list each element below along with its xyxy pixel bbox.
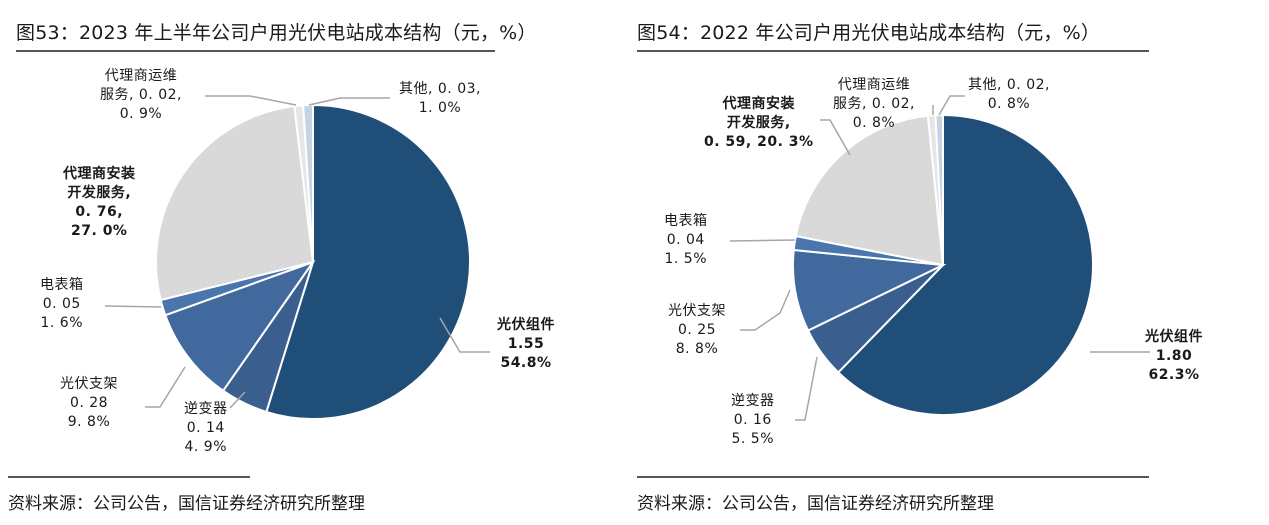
label-om-service: 代理商运维 服务, 0. 02, 0. 8% bbox=[833, 76, 915, 133]
label-value: 0. 28 bbox=[69, 395, 109, 411]
label-percent: 27. 0% bbox=[71, 223, 128, 239]
label-percent: 9. 8% bbox=[67, 414, 111, 430]
label-percent: 4. 9% bbox=[184, 439, 228, 455]
pie-slice-2 bbox=[164, 259, 316, 393]
label-value: 1.80 bbox=[1155, 348, 1193, 364]
label-percent: 62.3% bbox=[1148, 367, 1200, 383]
pie-slice-6 bbox=[302, 103, 314, 263]
label-value: 服务, 0. 02, bbox=[833, 96, 915, 112]
leader-line-5 bbox=[205, 95, 297, 106]
source-note: 资料来源：公司公告，国信证券经济研究所整理 bbox=[637, 494, 994, 514]
pie-slice-0 bbox=[836, 113, 1094, 416]
label-value: 1.55 bbox=[507, 336, 545, 352]
label-name: 光伏支架 bbox=[60, 376, 118, 392]
label-value: 0. 16 bbox=[733, 412, 772, 428]
label-bracket: 光伏支架 0. 25 8. 8% bbox=[668, 302, 726, 359]
label-meter: 电表箱 0. 05 1. 6% bbox=[40, 276, 84, 333]
chart-panel-2022: 图54：2022 年公司户用光伏电站成本结构（元，%） 光伏组件 1.80 62… bbox=[630, 0, 1269, 525]
label-percent: 8. 8% bbox=[675, 341, 719, 357]
label-percent: 1. 0% bbox=[418, 100, 462, 116]
leader-line-4 bbox=[820, 119, 851, 156]
label-bracket: 光伏支架 0. 28 9. 8% bbox=[60, 375, 118, 432]
leader-line-6 bbox=[308, 97, 390, 106]
source-divider bbox=[637, 476, 1149, 478]
label-name-line1: 代理商运维 bbox=[837, 77, 911, 93]
leader-line-3 bbox=[104, 305, 162, 308]
label-name: 电表箱 bbox=[664, 213, 708, 229]
label-inverter: 逆变器 0. 14 4. 9% bbox=[184, 400, 228, 457]
leader-line-2 bbox=[740, 289, 791, 331]
label-value: 0. 14 bbox=[186, 420, 225, 436]
label-name: 光伏支架 bbox=[668, 303, 726, 319]
label-value: 服务, 0. 02, bbox=[100, 87, 182, 103]
pie-chart-2023h1 bbox=[104, 95, 490, 420]
label-percent: 54.8% bbox=[500, 355, 552, 371]
label-percent: 0. 8% bbox=[852, 115, 896, 131]
label-modules: 光伏组件 1.55 54.8% bbox=[497, 316, 555, 373]
label-value: 0. 04 bbox=[666, 232, 705, 248]
label-name-value: 其他, 0. 02, bbox=[968, 77, 1050, 93]
label-name: 光伏组件 bbox=[1145, 329, 1203, 345]
label-value: 0. 25 bbox=[677, 322, 717, 338]
label-name: 光伏组件 bbox=[497, 317, 555, 333]
label-percent: 0. 8% bbox=[987, 96, 1031, 112]
label-other: 其他, 0. 02, 0. 8% bbox=[968, 76, 1050, 114]
label-meter: 电表箱 0. 04 1. 5% bbox=[664, 212, 708, 269]
label-install-service: 代理商安装 开发服务, 0. 76, 27. 0% bbox=[63, 165, 136, 241]
label-name: 电表箱 bbox=[40, 277, 84, 293]
leader-line-0 bbox=[439, 317, 490, 353]
label-other: 其他, 0. 03, 1. 0% bbox=[399, 80, 481, 118]
pie-slice-0 bbox=[265, 103, 471, 420]
chart-title: 图53：2023 年上半年公司户用光伏电站成本结构（元，%） bbox=[16, 22, 537, 44]
leader-line-2 bbox=[145, 366, 186, 408]
pie-slice-4 bbox=[794, 114, 945, 267]
chart-panel-2023h1: 图53：2023 年上半年公司户用光伏电站成本结构（元，%） 光伏组件 1.55… bbox=[0, 0, 630, 525]
label-percent: 0. 9% bbox=[119, 106, 163, 122]
label-value-percent: 0. 59, 20. 3% bbox=[704, 134, 814, 150]
pie-slice-2 bbox=[792, 248, 947, 332]
title-divider bbox=[16, 50, 495, 52]
label-percent: 1. 6% bbox=[40, 315, 84, 331]
pie-slice-4 bbox=[155, 105, 315, 302]
label-name-line1: 代理商运维 bbox=[104, 68, 178, 84]
label-value: 0. 05 bbox=[42, 296, 81, 312]
pie-chart-2022 bbox=[729, 95, 1150, 421]
label-name-line2: 开发服务, bbox=[726, 115, 791, 131]
chart-title: 图54：2022 年公司户用光伏电站成本结构（元，%） bbox=[637, 22, 1101, 44]
title-divider bbox=[637, 50, 1149, 52]
leader-line-6 bbox=[938, 95, 965, 116]
label-name-line2: 开发服务, bbox=[67, 185, 132, 201]
label-name-value: 其他, 0. 03, bbox=[399, 81, 481, 97]
label-percent: 1. 5% bbox=[664, 251, 708, 267]
label-name-line1: 代理商安装 bbox=[722, 96, 796, 112]
label-inverter: 逆变器 0. 16 5. 5% bbox=[731, 392, 775, 449]
label-name: 逆变器 bbox=[731, 393, 775, 409]
label-modules: 光伏组件 1.80 62.3% bbox=[1145, 328, 1203, 385]
leader-line-3 bbox=[729, 239, 796, 242]
label-om-service: 代理商运维 服务, 0. 02, 0. 9% bbox=[100, 67, 182, 124]
label-percent: 5. 5% bbox=[731, 431, 775, 447]
leader-line-1 bbox=[229, 391, 246, 409]
label-name: 逆变器 bbox=[184, 401, 228, 417]
source-note: 资料来源：公司公告，国信证券经济研究所整理 bbox=[8, 494, 365, 514]
label-value: 0. 76, bbox=[75, 204, 124, 220]
label-install-service: 代理商安装 开发服务, 0. 59, 20. 3% bbox=[704, 95, 814, 152]
leader-line-1 bbox=[795, 356, 818, 421]
label-name-line1: 代理商安装 bbox=[63, 166, 136, 182]
source-divider bbox=[8, 476, 250, 478]
